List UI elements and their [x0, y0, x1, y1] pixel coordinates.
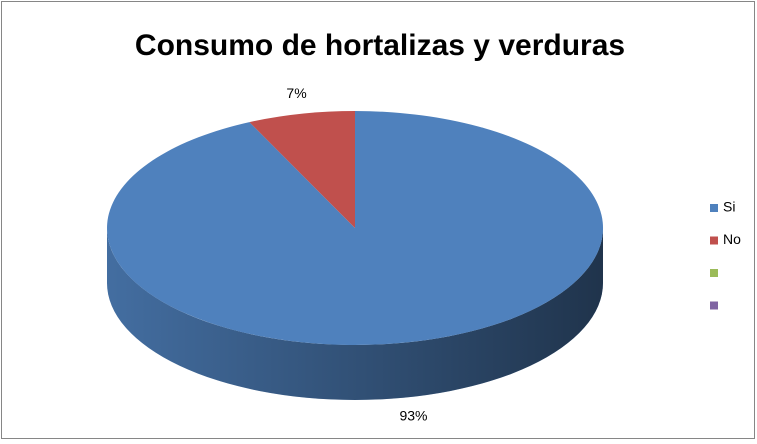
legend-marker [710, 301, 718, 310]
slice [107, 110, 604, 346]
chart-title: Consumo de hortalizas y verduras [135, 29, 625, 62]
data-label: 7% [286, 85, 306, 101]
slice-side-shade [107, 228, 603, 400]
legend-marker [710, 204, 718, 212]
legend-marker [710, 236, 718, 245]
slice [249, 111, 355, 228]
legend-label: No [723, 231, 741, 247]
legend-label: Si [723, 199, 735, 215]
data-label: 93% [399, 407, 427, 423]
legend-marker [710, 269, 718, 277]
